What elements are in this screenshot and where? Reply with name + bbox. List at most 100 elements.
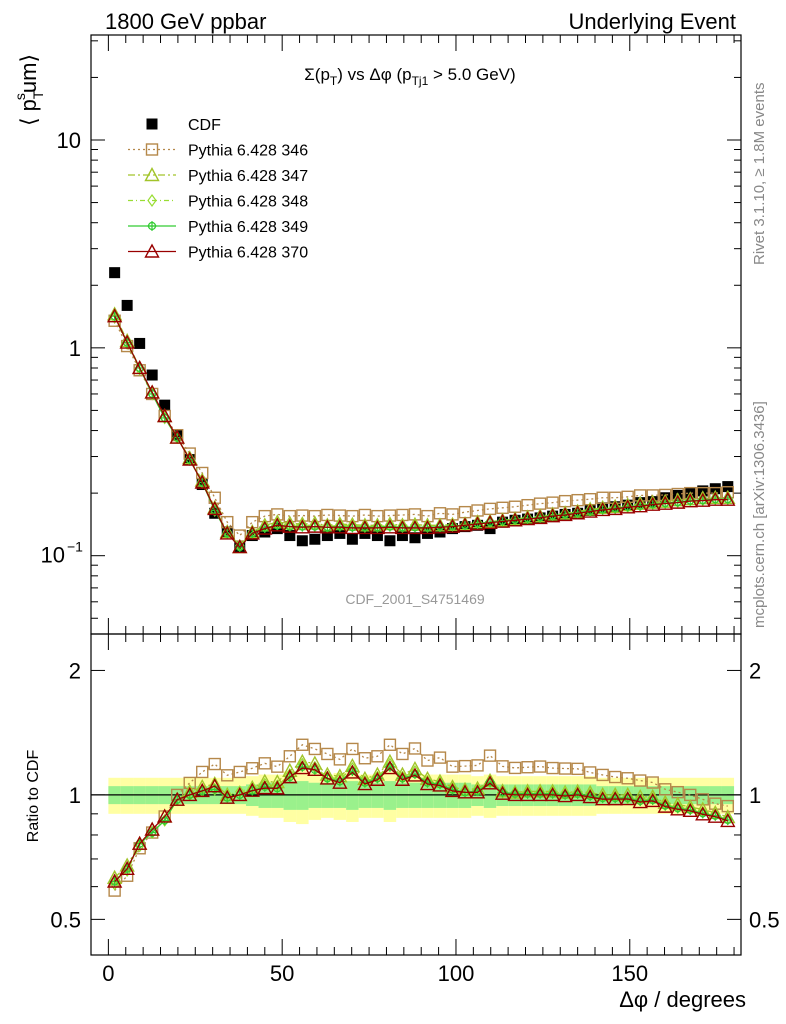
ratio-point-pythia-6-428-370 (157, 808, 173, 823)
point-pythia-6-428-370 (444, 518, 461, 533)
point-pythia-6-428-370 (469, 516, 486, 531)
ratio-point-pythia-6-428-370 (119, 860, 135, 876)
ratio-point-pythia-6-428-370 (131, 835, 148, 850)
ratio-point-pythia-6-428-370 (307, 761, 323, 777)
point-pythia-6-428-370 (507, 512, 523, 527)
point-cdf (396, 530, 408, 542)
point-cdf (109, 267, 121, 279)
point-pythia-6-428-370 (707, 491, 723, 506)
ratio-point-pythia-6-428-346 (583, 766, 597, 779)
ratio-point-pythia-6-428-346 (246, 762, 259, 775)
point-pythia-6-428-370 (419, 519, 436, 535)
ratio-y-tick-label-right: 0.5 (749, 907, 780, 932)
legend-label-pythia-6-428-349: Pythia 6.428 349 (188, 219, 308, 236)
point-cdf (409, 532, 421, 544)
header-right: Underlying Event (568, 9, 736, 34)
ratio-point-pythia-6-428-370 (670, 801, 686, 816)
y-tick-label: 10 (41, 543, 65, 568)
ratio-point-pythia-6-428-370 (645, 792, 661, 808)
ratio-point-pythia-6-428-370 (219, 789, 235, 804)
point-pythia-6-428-370 (607, 500, 623, 516)
ratio-point-pythia-6-428-346 (571, 762, 584, 776)
point-pythia-6-428-370 (131, 360, 148, 375)
mcplots-label: mcplots.cern.ch [arXiv:1306.3436] (751, 401, 768, 628)
point-pythia-6-428-370 (594, 501, 611, 517)
point-pythia-6-428-370 (219, 525, 235, 540)
point-pythia-6-428-346 (533, 497, 547, 510)
ratio-point-pythia-6-428-370 (707, 808, 723, 823)
ratio-point-pythia-6-428-346 (521, 761, 534, 774)
ratio-point-pythia-6-428-370 (632, 794, 648, 809)
ratio-y-axis-label: Ratio to CDF (25, 750, 42, 843)
ratio-y-tick-label-right: 1 (749, 783, 761, 808)
ratio-point-pythia-6-428-370 (657, 798, 673, 813)
point-pythia-6-428-370 (182, 451, 198, 466)
point-pythia-6-428-370 (257, 520, 273, 535)
y-tick-label: 1 (69, 336, 81, 361)
ratio-point-pythia-6-428-346 (621, 772, 634, 785)
ratio-point-pythia-6-428-370 (319, 770, 336, 785)
point-cdf (346, 533, 358, 545)
ratio-point-pythia-6-428-370 (344, 764, 361, 779)
ratio-point-pythia-6-428-370 (582, 789, 598, 804)
header-left: 1800 GeV ppbar (105, 9, 266, 34)
x-tick-label: 150 (611, 961, 648, 986)
ratio-point-pythia-6-428-346 (271, 760, 284, 773)
ratio-point-pythia-6-428-346 (533, 760, 547, 773)
rivet-label: Rivet 3.1.10, ≥ 1.8M events (751, 83, 768, 266)
ratio-point-pythia-6-428-370 (532, 786, 548, 802)
point-cdf (284, 530, 296, 542)
point-pythia-6-428-346 (558, 494, 572, 508)
point-pythia-6-428-370 (532, 509, 548, 525)
ratio-point-pythia-6-428-370 (494, 785, 511, 800)
point-pythia-6-428-370 (544, 508, 561, 523)
point-pythia-6-428-370 (344, 519, 361, 535)
x-tick-label: 0 (102, 961, 114, 986)
point-pythia-6-428-370 (482, 514, 498, 529)
point-pythia-6-428-370 (319, 519, 336, 534)
point-pythia-6-428-370 (682, 493, 698, 508)
ratio-point-pythia-6-428-346 (421, 754, 434, 767)
point-pythia-6-428-370 (294, 519, 311, 534)
ratio-point-pythia-6-428-346 (496, 760, 509, 773)
ratio-point-pythia-6-428-370 (519, 786, 536, 802)
legend-label-pythia-6-428-346: Pythia 6.428 346 (188, 143, 308, 160)
point-pythia-6-428-370 (394, 519, 411, 535)
ratio-point-pythia-6-428-370 (382, 760, 398, 775)
ratio-point-pythia-6-428-346 (458, 759, 472, 773)
ratio-point-pythia-6-428-370 (207, 778, 223, 793)
point-pythia-6-428-370 (282, 518, 298, 533)
ratio-point-pythia-6-428-346 (308, 742, 322, 756)
ratio-point-pythia-6-428-346 (483, 749, 497, 762)
ratio-point-pythia-6-428-346 (508, 761, 522, 775)
point-pythia-6-428-370 (457, 517, 473, 532)
ratio-point-pythia-6-428-346 (233, 765, 246, 779)
ratio-point-pythia-6-428-346 (608, 770, 622, 784)
point-pythia-6-428-370 (357, 519, 373, 535)
ratio-y-tick-label: 2 (69, 658, 81, 683)
legend-marker-pythia-6-428-348 (147, 193, 157, 208)
ratio-panel: 0.5 0.5 1 1 2 2 0 50 100 150 (50, 633, 780, 986)
ratio-point-pythia-6-428-370 (232, 786, 248, 802)
ratio-y-tick-label: 1 (69, 783, 81, 808)
point-pythia-6-428-370 (269, 517, 285, 532)
ratio-point-pythia-6-428-370 (607, 791, 623, 806)
ratio-point-pythia-6-428-370 (332, 774, 348, 789)
ratio-point-pythia-6-428-346 (358, 752, 372, 765)
ratio-point-pythia-6-428-370 (357, 776, 373, 791)
point-pythia-6-428-370 (620, 499, 636, 514)
ratio-point-pythia-6-428-346 (346, 742, 359, 756)
y-tick-label-exponent: −1 (67, 539, 83, 555)
main-title: Σ(pT) vs Δφ (pTj1 > 5.0 GeV) (304, 65, 515, 88)
ratio-point-pythia-6-428-370 (369, 771, 386, 786)
ratio-point-pythia-6-428-370 (407, 767, 423, 782)
point-pythia-6-428-370 (106, 308, 123, 323)
ratio-point-pythia-6-428-370 (507, 786, 523, 802)
x-axis-label: Δφ / degrees (619, 987, 746, 1012)
point-cdf (146, 369, 158, 381)
ratio-point-pythia-6-428-346 (196, 765, 209, 779)
point-cdf (384, 535, 396, 547)
ratio-point-pythia-6-428-346 (596, 768, 609, 782)
ratio-point-pythia-6-428-370 (720, 812, 736, 828)
